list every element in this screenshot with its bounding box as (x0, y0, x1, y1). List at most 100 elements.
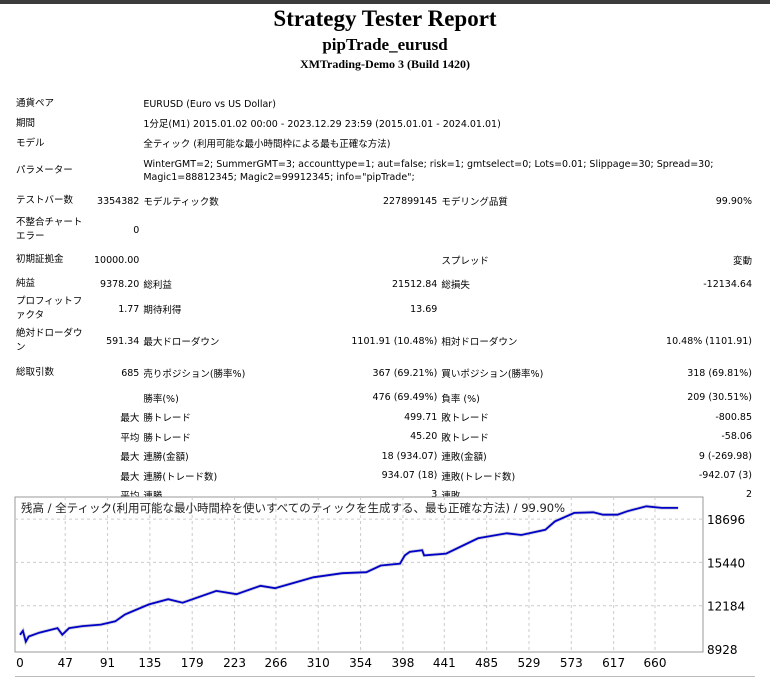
row-value: 平均 (120, 490, 140, 502)
stat-label: 連勝 (143, 490, 163, 502)
stat-row: 最大 連勝(金額) 18 (934.07) 連敗(金額) 9 (-269.98) (14, 446, 754, 466)
stat-row: 最大 勝トレード 499.71 敗トレード -800.85 (14, 407, 754, 427)
stat-label-2 (439, 214, 583, 246)
info-value: EURUSD (Euro vs US Dollar) (143, 98, 276, 110)
stat-value-2: -58.06 (721, 431, 752, 442)
stat-value-2: 2 (745, 489, 752, 500)
stat-label (141, 246, 285, 274)
row-value: 10000.00 (94, 254, 140, 266)
y-tick-label: 8928 (707, 643, 738, 657)
row-value: 685 (121, 367, 140, 379)
stat-value: 45.20 (410, 431, 438, 442)
stat-value: 21512.84 (392, 278, 438, 290)
stat-value: 476 (69.49%) (372, 392, 438, 403)
stat-label: 総利益 (143, 280, 172, 291)
balance-line (19, 505, 679, 644)
divider (15, 676, 755, 677)
stat-value: 227899145 (382, 195, 438, 207)
x-tick-label: 0 (16, 656, 24, 670)
row-label: 初期証拠金 (16, 254, 64, 265)
info-row: パラメーター WinterGMT=2; SummerGMT=3; accountt… (14, 154, 754, 188)
stat-label: 勝トレード (143, 413, 191, 424)
row-label: 総取引数 (16, 367, 55, 378)
x-tick-label: 660 (644, 656, 667, 670)
stat-row: 純益 9378.20 総利益 21512.84 総損失 -12134.64 (14, 274, 754, 294)
stat-label: モデルティック数 (143, 197, 219, 208)
info-row: 期間 1分足(M1) 2015.01.02 00:00 - 2023.12.29 … (14, 114, 754, 134)
x-tick-label: 398 (391, 656, 414, 670)
x-tick-label: 441 (433, 656, 456, 670)
stat-value (285, 214, 439, 246)
y-tick-label: 12184 (707, 600, 745, 614)
stat-value-2: 99.90% (715, 195, 752, 207)
row-label (14, 427, 92, 446)
stat-label-2: 買いポジション(勝率%) (441, 369, 544, 380)
server-name: XMTrading-Demo 3 (Build 1420) (299, 57, 471, 71)
stat-value: 18 (934.07) (381, 450, 438, 462)
info-value: WinterGMT=2; SummerGMT=3; accounttype=1;… (143, 159, 714, 183)
x-tick-label: 266 (264, 656, 287, 670)
stat-label: 勝トレード (143, 432, 191, 444)
y-tick-label: 15440 (707, 556, 745, 570)
info-label: 期間 (16, 118, 36, 129)
x-tick-label: 485 (475, 656, 498, 670)
row-value: 0 (133, 224, 140, 236)
stat-row: 不整合チャートエラー 0 (14, 214, 754, 246)
stat-value: 367 (69.21%) (372, 367, 438, 379)
info-value: 全ティック (利用可能な最小時間枠による最も正確な方法) (143, 138, 391, 150)
stat-label: 期待利得 (143, 305, 182, 316)
info-label: 通貨ペア (16, 98, 55, 109)
stat-label: 最大ドローダウン (143, 337, 220, 348)
info-label: モデル (16, 138, 45, 149)
stat-value-2: -800.85 (715, 411, 752, 423)
stat-value: 13.69 (410, 303, 438, 315)
balance-chart: 0 47 91 135 179 223 266 310 354 398 441 485 529 573 61… (0, 494, 770, 680)
stat-label-2: 負率 (%) (441, 393, 480, 405)
x-tick-label: 179 (181, 656, 204, 670)
stat-label-2 (439, 294, 583, 324)
stat-label: 連勝(トレード数) (143, 471, 218, 483)
x-tick-label: 47 (58, 656, 73, 670)
row-value: 1.77 (118, 303, 140, 315)
stat-value: 1101.91 (10.48%) (351, 335, 438, 347)
row-label: 不整合チャートエラー (16, 217, 83, 242)
row-value (92, 388, 141, 407)
stat-value-2: 318 (69.81%) (687, 367, 752, 379)
x-tick-label: 135 (138, 656, 161, 670)
row-label (14, 446, 92, 466)
info-row: モデル 全ティック (利用可能な最小時間枠による最も正確な方法) (14, 134, 754, 154)
row-label: テストバー数 (16, 195, 74, 206)
row-label (14, 407, 92, 427)
stat-value (285, 246, 439, 274)
stat-row: 平均 連勝 3 連敗 2 (14, 485, 754, 504)
stat-label: 売りポジション(勝率%) (143, 369, 246, 380)
row-label: 純益 (16, 278, 36, 289)
stat-value-2: -942.07 (3) (698, 470, 752, 481)
stat-row: 総取引数 685 売りポジション(勝率%) 367 (69.21%) 買いポジション(勝… (14, 358, 754, 388)
row-value: 最大 (120, 452, 140, 463)
x-tick-label: 617 (602, 656, 625, 670)
stat-row: 絶対ドローダウン 591.34 最大ドローダウン 1101.91 (10.48%) 相対… (14, 324, 754, 358)
stat-label-2: 相対ドローダウン (441, 337, 518, 348)
stat-label-2: 敗トレード (441, 413, 489, 424)
stat-row: テストバー数 3354382 モデルティック数 227899145 モデリング品質 99.… (14, 188, 754, 214)
stat-label-2: 敗トレード (441, 432, 489, 444)
stat-label-2: モデリング品質 (441, 197, 508, 208)
x-tick-label: 91 (100, 656, 115, 670)
row-value: 最大 (120, 471, 140, 483)
info-value: 1分足(M1) 2015.01.02 00:00 - 2023.12.29 23… (143, 118, 501, 130)
info-row: 通貨ペア EURUSD (Euro vs US Dollar) (14, 94, 754, 114)
x-tick-label: 354 (349, 656, 372, 670)
y-tick-label: 18696 (707, 513, 745, 527)
row-value: 平均 (120, 432, 140, 444)
stat-label: 連勝(金額) (143, 452, 189, 463)
chart-title: 残高 / 全ティック(利用可能な最小時間枠を使いすべてのティックを生成する、最も… (21, 501, 565, 515)
expert-name: pipTrade_eurusd (322, 35, 448, 54)
top-bar (0, 0, 770, 4)
stat-label-2: 連敗(金額) (441, 452, 487, 463)
stat-label: 勝率(%) (143, 393, 179, 405)
stat-value-2 (583, 294, 754, 324)
stat-label-2: 連敗(トレード数) (441, 471, 516, 483)
row-label: 絶対ドローダウン (16, 328, 83, 353)
stat-value-2: 209 (30.51%) (687, 392, 752, 403)
